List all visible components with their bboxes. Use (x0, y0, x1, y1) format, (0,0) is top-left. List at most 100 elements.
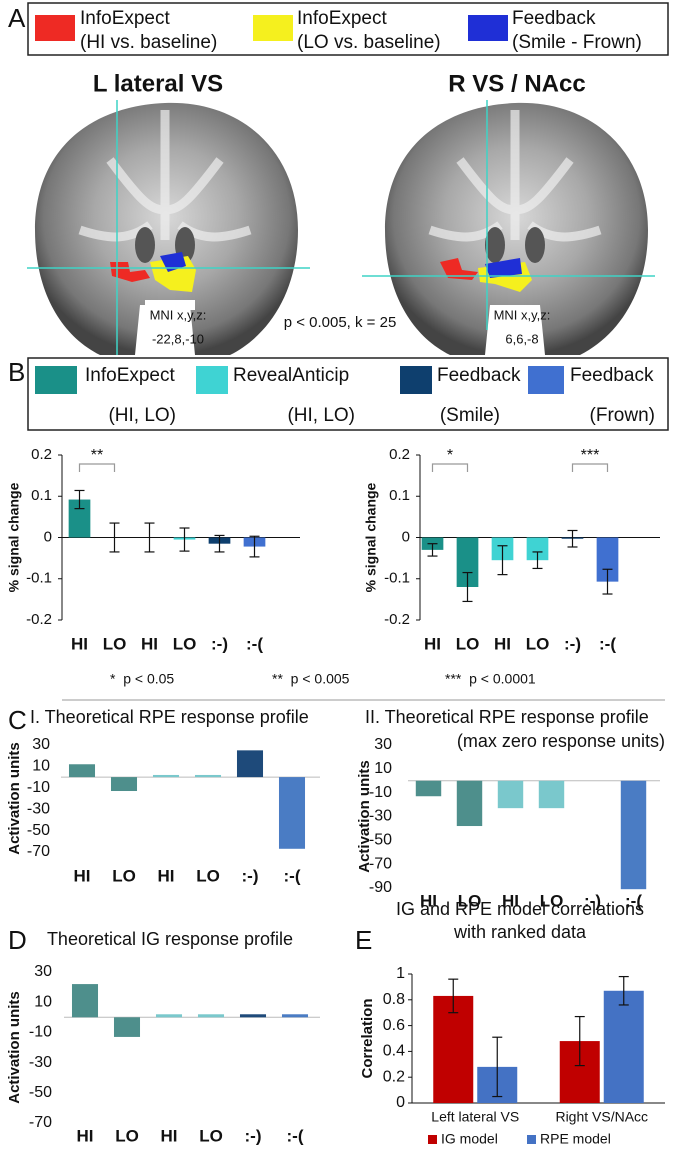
significance-note: * p < 0.05 (110, 671, 174, 687)
significance-bracket (431, 463, 469, 472)
y-tick-label: -70 (27, 843, 50, 860)
legend-detail: (Smile - Frown) (512, 32, 642, 53)
y-tick-label: -50 (369, 832, 392, 849)
bar (456, 537, 479, 587)
bar (538, 780, 565, 809)
significance-label: ** (91, 447, 103, 464)
legend-label: InfoExpect (80, 8, 170, 29)
image-title: R VS / NAcc (448, 70, 585, 97)
significance-note: ** p < 0.005 (272, 671, 350, 687)
x-tick-label: LO (456, 634, 480, 653)
y-tick-label: -0.2 (26, 611, 52, 628)
y-tick-label: 0.2 (31, 446, 52, 463)
legend-swatch (253, 15, 293, 41)
chart-title: Theoretical IG response profile (47, 929, 293, 949)
legend-swatch (35, 366, 77, 394)
y-tick-label: -0.1 (384, 570, 410, 587)
x-tick-label: :-( (599, 634, 616, 653)
y-tick-label: -70 (369, 855, 392, 872)
panel-label: D (8, 925, 27, 955)
legend-swatch (527, 1135, 536, 1144)
x-tick-label: :-) (564, 634, 581, 653)
y-tick-label: -10 (27, 779, 50, 796)
x-tick-label: :-) (211, 634, 228, 653)
threshold: p < 0.005, k = 25 (284, 314, 397, 331)
coords: 6,6,-8 (505, 331, 538, 346)
legend-swatch (35, 15, 75, 41)
legend-box (27, 357, 669, 431)
y-tick-label: 0.2 (383, 1068, 405, 1085)
y-tick-label: 30 (32, 736, 50, 753)
legend-label: Feedback (570, 365, 654, 386)
x-tick-label: LO (103, 634, 127, 653)
x-tick-label: LO (540, 891, 564, 910)
chart-title: IG and RPE model correlations (396, 899, 644, 919)
y-tick-label: -90 (369, 879, 392, 896)
legend-label: InfoExpect (297, 8, 387, 29)
significance-label: *** (581, 447, 600, 464)
y-axis-label: Activation units (6, 742, 23, 855)
bar (152, 774, 180, 778)
x-tick-label: HI (420, 891, 437, 910)
bar (71, 984, 99, 1018)
bar (433, 995, 474, 1103)
legend-swatch (428, 1135, 437, 1144)
chart-title: II. Theoretical RPE response profile (365, 707, 649, 727)
brain-image-left (27, 100, 310, 358)
bar (456, 780, 483, 827)
legend-detail: (HI, LO) (287, 405, 355, 426)
bar (194, 774, 222, 778)
bar (155, 1014, 183, 1018)
legend-swatch (468, 15, 508, 41)
legend-label: RPE model (540, 1131, 611, 1147)
coords: -22,8,-10 (152, 331, 204, 346)
x-tick-label: HI (494, 634, 511, 653)
y-tick-label: 0 (402, 528, 410, 545)
x-tick-label: HI (158, 866, 175, 885)
y-tick-label: 0 (396, 1094, 405, 1111)
bar (278, 777, 306, 849)
bar (620, 780, 647, 890)
x-tick-label: LO (115, 1126, 139, 1145)
y-axis-label: Activation units (6, 991, 23, 1104)
chart-title: I. Theoretical RPE response profile (30, 707, 309, 727)
y-tick-label: 0.1 (31, 487, 52, 504)
y-tick-label: 10 (34, 993, 52, 1010)
x-tick-label: :-( (284, 866, 301, 885)
y-axis-label: Correlation (359, 998, 376, 1078)
x-tick-label: HI (141, 634, 158, 653)
significance-note: *** p < 0.0001 (445, 671, 536, 687)
coords-label: MNI x,y,z: (494, 307, 551, 322)
bar (236, 750, 264, 778)
y-axis-label: % signal change (363, 482, 379, 592)
significance-bracket (78, 463, 116, 472)
legend-label: Feedback (512, 8, 596, 29)
y-tick-label: 30 (374, 736, 392, 753)
x-tick-label: LO (458, 891, 482, 910)
bar (68, 764, 96, 778)
y-tick-label: -30 (27, 800, 50, 817)
legend-swatch (196, 366, 228, 394)
x-tick-label: LO (199, 1126, 223, 1145)
x-tick-label: LO (173, 634, 197, 653)
x-tick-label: LO (526, 634, 550, 653)
legend-label: InfoExpect (85, 365, 175, 386)
legend-detail: (LO vs. baseline) (297, 32, 441, 53)
x-tick-label: HI (74, 866, 91, 885)
y-tick-label: 30 (34, 963, 52, 980)
y-tick-label: 0.4 (383, 1043, 405, 1060)
bar (197, 1014, 225, 1018)
bar (239, 1014, 267, 1018)
panel-label: E (355, 925, 372, 955)
y-tick-label: 10 (32, 758, 50, 775)
bar (603, 990, 644, 1103)
y-tick-label: -50 (29, 1084, 52, 1101)
x-tick-label: :-) (584, 891, 601, 910)
y-tick-label: 0.8 (383, 991, 405, 1008)
y-axis-label: % signal change (6, 482, 22, 592)
chart-subtitle: (max zero response units) (457, 731, 665, 751)
bar (596, 537, 619, 582)
legend-box (27, 2, 669, 56)
x-tick-label: Left lateral VS (431, 1109, 519, 1125)
